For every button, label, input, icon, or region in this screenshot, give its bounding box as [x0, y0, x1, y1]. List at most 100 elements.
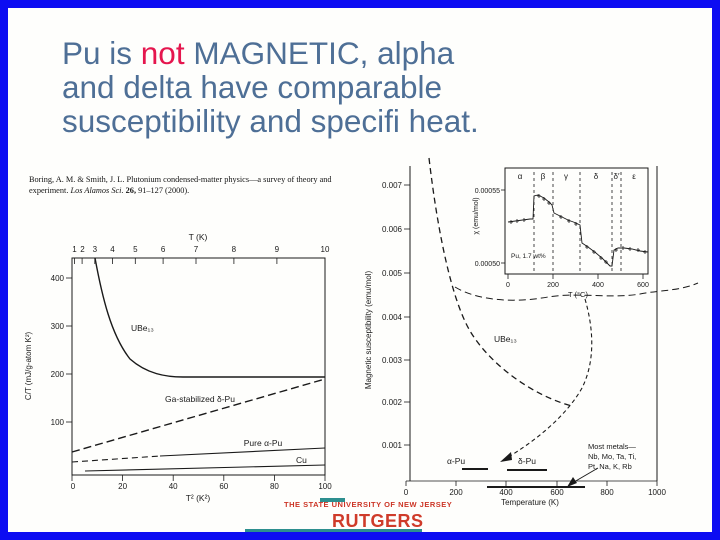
svg-text:7: 7 — [194, 245, 199, 254]
cu-line — [84, 464, 326, 472]
citation-authors-title: Boring, A. M. & Smith, J. L. Plutonium c… — [29, 175, 332, 195]
label-alpha-pu: α-Pu — [447, 456, 465, 466]
svg-text:0: 0 — [71, 482, 76, 491]
svg-text:800: 800 — [600, 488, 614, 497]
svg-text:1000: 1000 — [648, 488, 666, 497]
svg-text:400: 400 — [499, 488, 513, 497]
left-chart-frame — [71, 257, 326, 476]
label-delta-pu: δ-Pu — [518, 456, 536, 466]
figure-citation: Boring, A. M. & Smith, J. L. Plutonium c… — [29, 174, 353, 196]
left-chart: 1 2 3 4 5 6 7 8 9 10 T (K) 100 200 300 — [24, 232, 332, 503]
inset-y-tick-labels: 0.00055 0.00050 — [475, 188, 500, 268]
citation-pages: 91–127 (2000). — [136, 186, 190, 195]
ube13-heat-curve — [94, 257, 325, 378]
label-ga-stabilized-delta-pu: Ga-stabilized δ-Pu — [165, 394, 235, 404]
svg-text:0.001: 0.001 — [382, 441, 403, 450]
inset-callout-bubble — [454, 282, 699, 301]
svg-text:40: 40 — [169, 482, 178, 491]
svg-text:β: β — [541, 172, 546, 181]
rutgers-teal-bar — [245, 529, 422, 533]
inset-annotation: Pu, 1.7 wt% — [511, 253, 546, 260]
svg-text:0.002: 0.002 — [382, 398, 403, 407]
svg-text:600: 600 — [550, 488, 564, 497]
left-chart-top-ticks — [74, 258, 326, 264]
slide-title: Pu is not MAGNETIC, alpha and delta have… — [62, 36, 479, 138]
left-chart-top-axis-title: T (K) — [189, 232, 208, 242]
label-cu: Cu — [296, 455, 307, 465]
pure-alpha-pu-line — [71, 455, 161, 463]
svg-text:60: 60 — [219, 482, 228, 491]
svg-text:1: 1 — [72, 245, 77, 254]
svg-text:100: 100 — [51, 418, 65, 427]
svg-text:0.003: 0.003 — [382, 356, 403, 365]
title-line-3: susceptibility and specifi heat. — [62, 103, 479, 139]
svg-text:400: 400 — [592, 282, 604, 289]
inset-phase-labels: α β γ δ δ′ ε — [518, 172, 637, 181]
svg-text:300: 300 — [51, 322, 65, 331]
pure-alpha-pu-line — [159, 447, 326, 457]
svg-text:10: 10 — [321, 245, 330, 254]
svg-text:Most metals—: Most metals— — [588, 442, 636, 451]
right-chart-y-tick-labels: 0.007 0.006 0.005 0.004 0.003 0.002 0.00… — [382, 181, 403, 450]
svg-text:0.004: 0.004 — [382, 313, 403, 322]
left-chart-top-tick-labels: 1 2 3 4 5 6 7 8 9 10 — [72, 245, 330, 254]
svg-text:9: 9 — [275, 245, 280, 254]
inset-data-plus-markers — [509, 194, 647, 264]
inset-chart: α β γ δ δ′ ε 0.00055 0.00050 χ (emu/mol) — [473, 167, 649, 299]
svg-text:δ′: δ′ — [614, 172, 620, 181]
svg-text:Nb, Mo, Ta, Ti,: Nb, Mo, Ta, Ti, — [588, 452, 636, 461]
svg-text:δ: δ — [594, 172, 599, 181]
svg-text:3: 3 — [93, 245, 98, 254]
delta-pu-susceptibility-curve — [509, 298, 593, 457]
svg-text:0.00050: 0.00050 — [475, 261, 500, 268]
title-text: MAGNETIC, alpha — [184, 35, 455, 71]
svg-text:0.005: 0.005 — [382, 269, 403, 278]
right-chart: 0.007 0.006 0.005 0.004 0.003 0.002 0.00… — [364, 157, 699, 507]
right-chart-x-ticks — [405, 481, 658, 486]
svg-text:α: α — [518, 172, 523, 181]
right-chart-x-tick-labels: 0 200 400 600 800 1000 — [404, 488, 667, 497]
svg-text:80: 80 — [270, 482, 279, 491]
inset-phase-boundaries — [533, 172, 622, 274]
left-chart-x-ticks — [71, 475, 326, 481]
footer-institution: THE STATE UNIVERSITY OF NEW JERSEY — [284, 500, 453, 509]
svg-text:0.006: 0.006 — [382, 225, 403, 234]
svg-text:20: 20 — [118, 482, 127, 491]
right-chart-x-axis-title: Temperature (K) — [501, 498, 559, 507]
svg-text:0: 0 — [404, 488, 409, 497]
inset-x-tick-labels: 0 200 400 600 — [506, 282, 649, 289]
svg-text:0: 0 — [506, 282, 510, 289]
svg-text:200: 200 — [449, 488, 463, 497]
left-chart-y-tick-labels: 100 200 300 400 — [51, 274, 65, 427]
svg-text:400: 400 — [51, 274, 65, 283]
svg-text:0.007: 0.007 — [382, 181, 403, 190]
most-metals-arrow-line — [573, 467, 599, 483]
svg-text:ε: ε — [632, 172, 636, 181]
right-chart-y-axis-title: Magnetic susceptibility (emu/mol) — [364, 271, 373, 390]
label-pure-alpha-pu: Pure α-Pu — [244, 438, 283, 448]
delta-pu-arrowhead — [500, 452, 512, 462]
ga-stabilized-delta-pu-line — [71, 378, 326, 453]
svg-text:6: 6 — [161, 245, 166, 254]
title-text: Pu is — [62, 35, 141, 71]
left-chart-x-axis-title: T² (K²) — [186, 493, 211, 503]
svg-text:200: 200 — [547, 282, 559, 289]
citation-journal: Los Alamos Sci. — [70, 186, 126, 195]
left-chart-y-ticks — [66, 277, 72, 423]
inset-x-ticks — [507, 274, 644, 279]
title-line-2: and delta have comparable — [62, 69, 443, 105]
rutgers-teal-chip — [320, 498, 345, 502]
svg-text:200: 200 — [51, 370, 65, 379]
svg-text:Pt, Na, K, Rb: Pt, Na, K, Rb — [588, 462, 632, 471]
label-ube13: UBe₁₃ — [131, 323, 154, 333]
svg-text:2: 2 — [80, 245, 85, 254]
citation-volume: 26, — [125, 186, 137, 195]
label-ube13-right: UBe₁₃ — [494, 334, 517, 344]
ube13-susceptibility-curve — [428, 157, 573, 407]
svg-text:600: 600 — [637, 282, 649, 289]
title-line-1: Pu is not MAGNETIC, alpha — [62, 36, 479, 70]
svg-text:γ: γ — [564, 172, 568, 181]
inset-y-ticks — [501, 189, 505, 264]
